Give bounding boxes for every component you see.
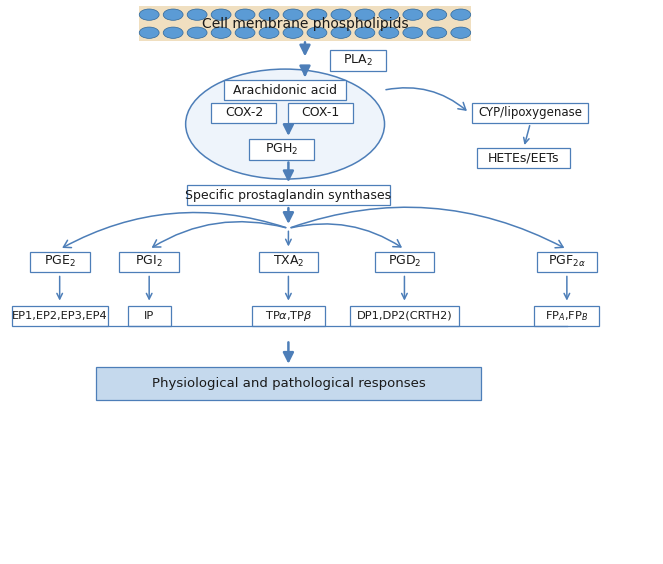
Text: EP1,EP2,EP3,EP4: EP1,EP2,EP3,EP4 <box>12 311 107 321</box>
Ellipse shape <box>403 9 423 20</box>
Ellipse shape <box>451 9 471 20</box>
Ellipse shape <box>307 27 327 38</box>
Ellipse shape <box>211 27 231 38</box>
FancyBboxPatch shape <box>252 306 325 326</box>
Ellipse shape <box>283 9 303 20</box>
FancyBboxPatch shape <box>119 252 179 272</box>
FancyBboxPatch shape <box>537 252 597 272</box>
Ellipse shape <box>451 27 471 38</box>
Text: CYP/lipoxygenase: CYP/lipoxygenase <box>479 106 582 120</box>
Text: FP$_A$,FP$_B$: FP$_A$,FP$_B$ <box>545 309 589 323</box>
FancyBboxPatch shape <box>96 367 481 400</box>
FancyBboxPatch shape <box>127 306 171 326</box>
FancyArrowPatch shape <box>386 88 466 110</box>
FancyBboxPatch shape <box>330 50 386 70</box>
FancyBboxPatch shape <box>375 252 434 272</box>
FancyBboxPatch shape <box>30 252 90 272</box>
Text: HETEs/EETs: HETEs/EETs <box>488 151 560 165</box>
Ellipse shape <box>139 27 159 38</box>
Text: DP1,DP2(CRTH2): DP1,DP2(CRTH2) <box>357 311 452 321</box>
FancyArrowPatch shape <box>291 207 563 248</box>
FancyBboxPatch shape <box>249 139 314 160</box>
Text: PGD$_2$: PGD$_2$ <box>388 254 421 269</box>
Ellipse shape <box>139 9 159 20</box>
FancyArrowPatch shape <box>291 224 401 247</box>
Text: PLA$_2$: PLA$_2$ <box>343 53 373 68</box>
Ellipse shape <box>186 69 385 179</box>
Ellipse shape <box>379 27 399 38</box>
Ellipse shape <box>427 27 447 38</box>
Ellipse shape <box>355 9 375 20</box>
FancyBboxPatch shape <box>187 185 389 205</box>
Ellipse shape <box>379 9 399 20</box>
FancyBboxPatch shape <box>211 103 276 123</box>
Bar <box>139 6 471 41</box>
FancyBboxPatch shape <box>288 103 353 123</box>
Ellipse shape <box>427 9 447 20</box>
Text: PGH$_2$: PGH$_2$ <box>265 142 298 157</box>
Text: PGI$_2$: PGI$_2$ <box>135 254 163 269</box>
Text: COX-1: COX-1 <box>301 106 339 120</box>
Ellipse shape <box>163 9 183 20</box>
Ellipse shape <box>355 27 375 38</box>
FancyBboxPatch shape <box>224 80 346 100</box>
Ellipse shape <box>307 9 327 20</box>
Text: COX-2: COX-2 <box>225 106 263 120</box>
Ellipse shape <box>283 27 303 38</box>
FancyArrowPatch shape <box>152 222 286 247</box>
Text: Arachidonic acid: Arachidonic acid <box>233 83 337 97</box>
Text: Physiological and pathological responses: Physiological and pathological responses <box>152 377 425 390</box>
Text: PGE$_2$: PGE$_2$ <box>44 254 76 269</box>
FancyArrowPatch shape <box>64 213 286 248</box>
FancyBboxPatch shape <box>477 148 570 168</box>
Text: Cell membrane phospholipids: Cell membrane phospholipids <box>202 17 408 30</box>
Ellipse shape <box>187 27 207 38</box>
Text: IP: IP <box>144 311 154 321</box>
Ellipse shape <box>235 27 255 38</box>
Ellipse shape <box>163 27 183 38</box>
FancyBboxPatch shape <box>12 306 107 326</box>
Ellipse shape <box>211 9 231 20</box>
Ellipse shape <box>259 27 279 38</box>
FancyBboxPatch shape <box>472 103 589 123</box>
Ellipse shape <box>403 27 423 38</box>
Ellipse shape <box>331 27 351 38</box>
Ellipse shape <box>235 9 255 20</box>
Ellipse shape <box>331 9 351 20</box>
Ellipse shape <box>259 9 279 20</box>
Text: TXA$_2$: TXA$_2$ <box>272 254 304 269</box>
FancyBboxPatch shape <box>534 306 599 326</box>
FancyBboxPatch shape <box>350 306 459 326</box>
Text: Specific prostaglandin synthases: Specific prostaglandin synthases <box>186 188 391 202</box>
Ellipse shape <box>187 9 207 20</box>
Text: PGF$_{2\alpha}$: PGF$_{2\alpha}$ <box>548 254 585 269</box>
FancyBboxPatch shape <box>259 252 318 272</box>
Text: TP$\alpha$,TP$\beta$: TP$\alpha$,TP$\beta$ <box>265 309 312 323</box>
